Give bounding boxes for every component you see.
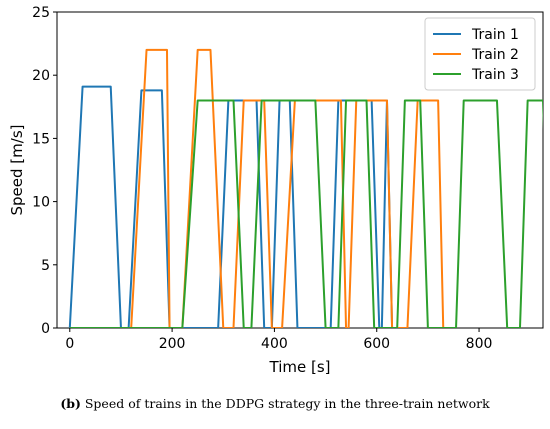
x-tick-label: 0 bbox=[65, 336, 74, 352]
x-axis-ticks: 0 200 400 600 800 bbox=[65, 328, 492, 352]
series-line-train-2 bbox=[69, 48, 445, 328]
caption-label: (b) bbox=[60, 396, 81, 411]
x-tick-label: 600 bbox=[363, 336, 390, 352]
x-tick-label: 800 bbox=[466, 336, 493, 352]
caption-text: Speed of trains in the DDPG strategy in … bbox=[80, 396, 490, 411]
y-tick-label: 10 bbox=[32, 195, 50, 211]
legend-label-train-2: Train 2 bbox=[471, 47, 519, 63]
legend-box bbox=[424, 17, 536, 91]
x-axis-label: Time [s] bbox=[269, 358, 331, 376]
y-axis-ticks: 0 5 10 15 20 25 bbox=[32, 5, 57, 337]
series-layer bbox=[68, 48, 543, 328]
y-tick-label: 0 bbox=[41, 321, 50, 337]
legend: Train 1 Train 2 Train 3 bbox=[424, 17, 536, 91]
x-tick-label: 200 bbox=[159, 336, 186, 352]
legend-label-train-1: Train 1 bbox=[471, 27, 519, 43]
speed-chart: 0 200 400 600 800 0 5 10 15 20 25 Time [s] Speed … bbox=[8, 5, 544, 376]
series-line-train-1 bbox=[68, 85, 394, 328]
legend-label-train-3: Train 3 bbox=[471, 67, 519, 83]
y-tick-label: 5 bbox=[41, 258, 50, 274]
y-tick-label: 15 bbox=[32, 131, 50, 147]
y-tick-label: 20 bbox=[32, 68, 50, 84]
x-tick-label: 400 bbox=[261, 336, 288, 352]
y-tick-label: 25 bbox=[32, 5, 50, 21]
y-axis-label: Speed [m/s] bbox=[8, 125, 26, 216]
figure-caption: (b) Speed of trains in the DDPG strategy… bbox=[0, 396, 550, 411]
